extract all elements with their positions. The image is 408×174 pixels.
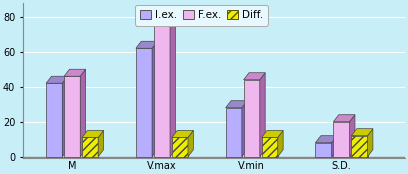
Polygon shape — [152, 41, 157, 157]
Polygon shape — [172, 130, 193, 137]
Polygon shape — [278, 130, 283, 157]
Bar — [23, 157, 405, 159]
Polygon shape — [46, 83, 62, 157]
Polygon shape — [244, 80, 260, 157]
Polygon shape — [332, 136, 337, 157]
Polygon shape — [136, 48, 152, 157]
Polygon shape — [172, 137, 188, 157]
Legend: I.ex., F.ex., Diff.: I.ex., F.ex., Diff. — [135, 5, 268, 26]
Polygon shape — [62, 76, 68, 157]
Polygon shape — [315, 136, 337, 143]
Polygon shape — [64, 76, 80, 157]
Polygon shape — [46, 76, 68, 83]
Polygon shape — [242, 101, 247, 157]
Polygon shape — [351, 136, 368, 157]
Polygon shape — [351, 129, 373, 136]
Polygon shape — [333, 122, 350, 157]
Polygon shape — [368, 129, 373, 157]
Polygon shape — [315, 143, 332, 157]
Polygon shape — [350, 115, 355, 157]
Polygon shape — [82, 137, 98, 157]
Polygon shape — [333, 115, 355, 122]
Polygon shape — [188, 130, 193, 157]
Polygon shape — [226, 108, 242, 157]
Polygon shape — [154, 18, 175, 26]
Polygon shape — [170, 18, 175, 157]
Polygon shape — [154, 26, 170, 157]
Polygon shape — [226, 101, 247, 108]
Polygon shape — [80, 69, 86, 157]
Polygon shape — [82, 130, 104, 137]
Polygon shape — [262, 137, 278, 157]
Polygon shape — [98, 130, 104, 157]
Polygon shape — [136, 41, 157, 48]
Polygon shape — [260, 73, 265, 157]
Polygon shape — [64, 69, 86, 76]
Polygon shape — [262, 130, 283, 137]
Polygon shape — [244, 73, 265, 80]
